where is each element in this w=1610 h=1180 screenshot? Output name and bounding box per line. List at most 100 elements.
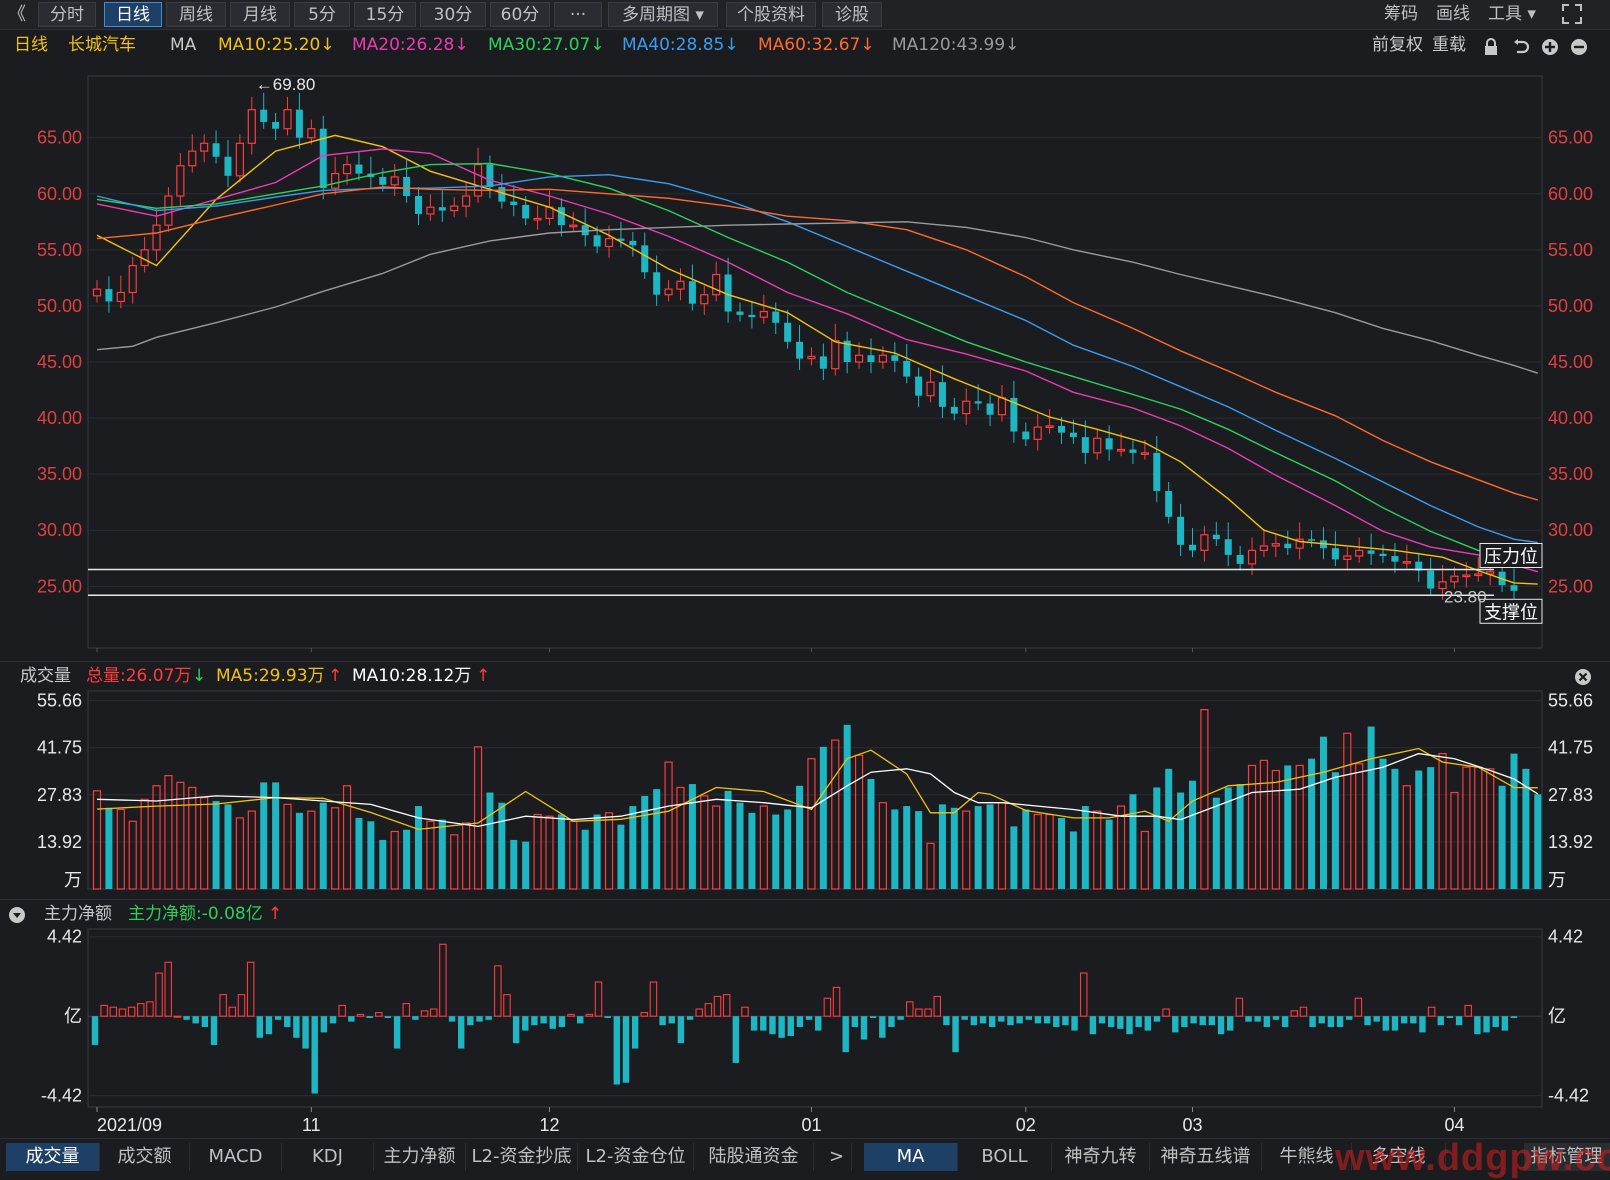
zoom-out-icon[interactable] — [1570, 36, 1588, 55]
volume-bar — [617, 824, 625, 889]
flow-bar — [219, 994, 227, 1017]
resistance-label-box — [1479, 542, 1543, 568]
forward-adjust-button[interactable]: 前复权 — [1372, 35, 1423, 55]
volume-bar — [426, 820, 435, 890]
candle-body — [843, 340, 851, 362]
flow-bar — [503, 994, 511, 1017]
flow-bar — [1483, 1016, 1490, 1033]
candle-body — [819, 356, 827, 369]
period-tab[interactable]: ··· — [554, 2, 602, 27]
overlay-tab[interactable]: 神奇九转 — [1052, 1143, 1150, 1171]
indicator-tab[interactable]: 主力净额 — [374, 1143, 466, 1171]
close-volume-icon[interactable] — [1574, 667, 1592, 685]
flow-bar — [1464, 1004, 1472, 1017]
volume-bar — [152, 785, 161, 890]
volume-bar — [796, 785, 804, 889]
flow-bar — [256, 1016, 263, 1038]
ma60-value: MA60:32.67↓ — [758, 35, 875, 55]
tools-button[interactable]: 工具 ▾ — [1488, 4, 1536, 24]
flow-bar — [1199, 1016, 1206, 1026]
back-icon[interactable]: 《 — [8, 4, 26, 25]
candle-body — [736, 311, 744, 315]
resistance-label: 压力位 — [1484, 546, 1538, 566]
flow-bar — [338, 1004, 346, 1017]
volume-bar — [1331, 772, 1339, 889]
volume-bar — [224, 804, 232, 889]
flow-bar — [91, 1016, 99, 1045]
price-tick-left: 30.00 — [37, 520, 82, 540]
more-tabs-icon[interactable]: > — [822, 1143, 852, 1171]
overlay-tab[interactable]: MA — [864, 1143, 958, 1171]
flow-bar — [1373, 1016, 1380, 1022]
flow-bar — [577, 1016, 584, 1024]
flow-bar — [1126, 1016, 1133, 1035]
candle-body — [1153, 452, 1161, 491]
overlay-tab[interactable]: 牛熊线 — [1262, 1143, 1352, 1171]
period-tab[interactable]: 15分 — [354, 2, 416, 27]
period-tab[interactable]: 个股资料 — [726, 2, 816, 27]
candlestick-chart[interactable]: 65.00 65.00 60.00 60.00 55.00 55.00 50.00 50.00… — [0, 60, 1610, 660]
period-tab[interactable]: 30分 — [420, 2, 486, 27]
ma-line-ma120 — [96, 221, 1539, 374]
period-tab[interactable]: 日线 — [104, 2, 162, 27]
flow-bar — [320, 1016, 328, 1033]
flow-bar — [183, 1016, 190, 1020]
ma-label[interactable]: MA — [170, 35, 197, 55]
fullscreen-icon[interactable] — [1560, 2, 1584, 26]
overlay-tab[interactable]: 多空线 — [1352, 1143, 1446, 1171]
indicator-tab[interactable]: 陆股通资金 — [694, 1143, 814, 1171]
overlay-tab[interactable]: BOLL — [958, 1143, 1052, 1171]
volume-bar — [1510, 753, 1518, 889]
zoom-in-icon[interactable] — [1541, 36, 1559, 55]
candle-body — [510, 201, 518, 205]
undo-icon[interactable] — [1512, 36, 1530, 54]
volume-bar — [510, 839, 518, 889]
volume-bar — [164, 775, 173, 890]
period-tab[interactable]: 分时 — [38, 2, 96, 27]
volume-bar — [307, 810, 316, 890]
volume-bar — [664, 761, 673, 890]
flow-bar — [998, 1016, 1005, 1022]
indicator-manage-button[interactable]: 指标管理 — [1524, 1143, 1610, 1171]
stock-name[interactable]: 长城汽车 — [68, 35, 136, 55]
indicator-tab[interactable]: L2-资金仓位 — [578, 1143, 694, 1171]
flow-bar — [1309, 1016, 1316, 1027]
volume-bar — [1259, 759, 1269, 890]
indicator-tab[interactable]: 成交额 — [100, 1143, 190, 1171]
volume-bar — [1153, 787, 1161, 889]
collapse-icon[interactable] — [8, 905, 26, 923]
volume-title: 成交量 — [20, 666, 71, 686]
flow-bar — [237, 994, 246, 1017]
overlay-tab[interactable]: 神奇五线谱 — [1150, 1143, 1262, 1171]
candle-body — [1177, 516, 1185, 545]
flow-bar — [860, 1016, 868, 1040]
period-tab[interactable]: 60分 — [490, 2, 550, 27]
volume-bar — [462, 822, 471, 890]
period-tab[interactable]: 多周期图 ▾ — [608, 2, 718, 27]
indicator-tab[interactable]: MACD — [190, 1143, 282, 1171]
price-tick-right: 25.00 — [1548, 576, 1593, 596]
ma-line-ma40 — [96, 173, 1538, 544]
period-tab[interactable]: 月线 — [230, 2, 290, 27]
candle-body — [1331, 548, 1339, 560]
candle-body — [116, 291, 125, 303]
indicator-tab[interactable]: KDJ — [282, 1143, 374, 1171]
volume-chart[interactable]: 55.66 55.66 41.75 41.75 27.83 27.83 13.92 13.92… — [0, 689, 1610, 899]
chip-distribution-button[interactable]: 筹码 — [1384, 4, 1418, 24]
period-tab[interactable]: 诊股 — [822, 2, 882, 27]
reload-button[interactable]: 重载 — [1432, 35, 1466, 55]
candle-body — [1438, 581, 1447, 590]
price-tick-left: 35.00 — [37, 464, 82, 484]
flow-bar — [467, 1016, 474, 1026]
main-flow-chart[interactable]: 4.42 4.42 -4.42 -4.42 亿 亿 2021/09 11 12 01 02 03 04 — [0, 927, 1610, 1138]
period-tab[interactable]: 5分 — [294, 2, 350, 27]
flow-bar — [622, 1016, 630, 1083]
volume-tick-right: 55.66 — [1548, 691, 1593, 711]
period-tab[interactable]: 周线 — [166, 2, 226, 27]
volume-bar — [772, 814, 780, 889]
volume-bar — [962, 810, 971, 890]
indicator-tab[interactable]: 成交量 — [6, 1143, 100, 1171]
indicator-tab[interactable]: L2-资金抄底 — [466, 1143, 578, 1171]
drawing-button[interactable]: 画线 — [1436, 4, 1470, 24]
lock-icon[interactable] — [1482, 36, 1500, 55]
